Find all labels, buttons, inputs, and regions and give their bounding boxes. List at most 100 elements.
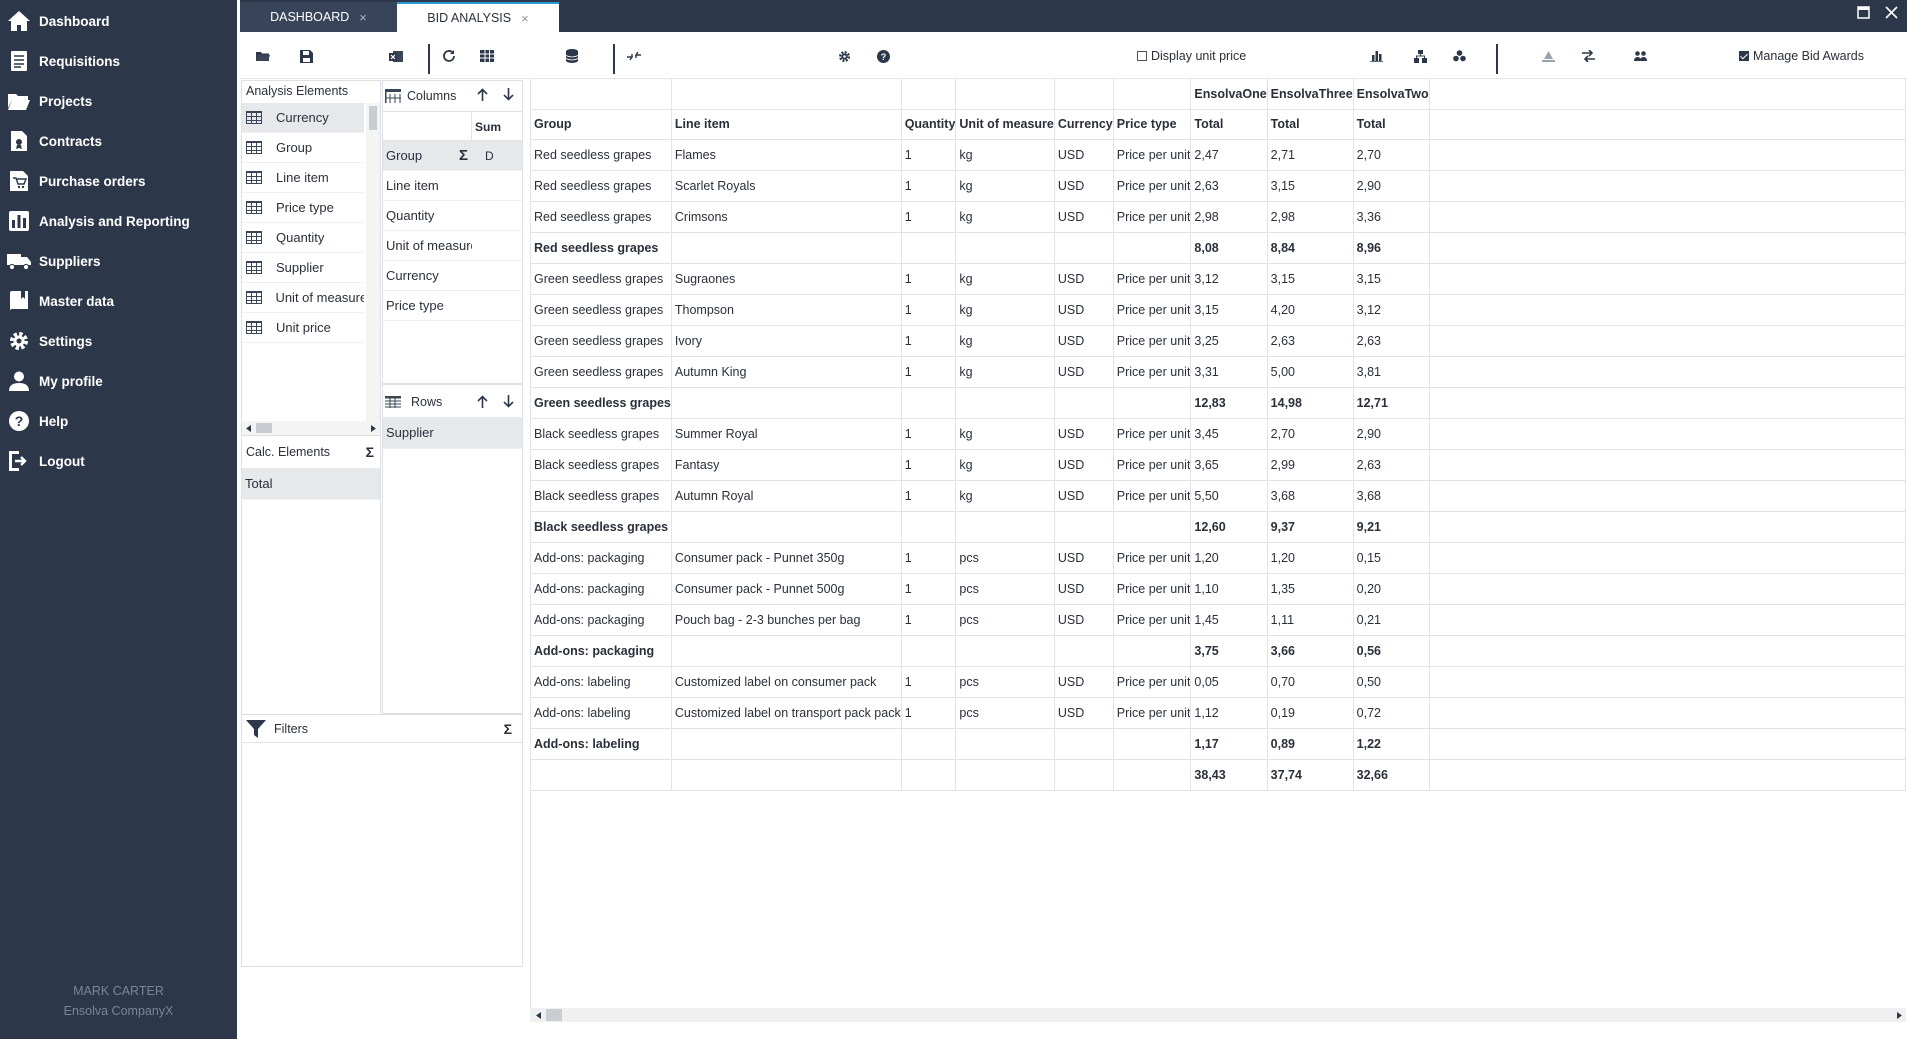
horizontal-scrollbar[interactable]	[242, 421, 380, 435]
sidebar-item-requisitions[interactable]: Requisitions	[0, 41, 237, 81]
rows-title: Rows	[411, 395, 443, 409]
table-row[interactable]: Add-ons: packaging Pouch bag - 2-3 bunche…	[531, 604, 1906, 636]
users-group-icon[interactable]	[1450, 47, 1468, 65]
sidebar-item-help[interactable]: ? Help	[0, 401, 237, 441]
table-row[interactable]: Green seedless grapes Thompson 1 kg USD Price…	[531, 294, 1906, 326]
display-unit-price-checkbox[interactable]: Display unit price	[1137, 49, 1246, 63]
sidebar-item-dashboard[interactable]: Dashboard	[0, 1, 237, 41]
table-row[interactable]: Add-ons: labeling Customized label on tra…	[531, 697, 1906, 729]
analysis-element-item[interactable]: Price type	[242, 193, 364, 223]
subtotal-row[interactable]: Red seedless grapes 8,08 8,84 8,96	[531, 232, 1906, 264]
compress-icon[interactable]	[625, 47, 643, 65]
sidebar-item-master-data[interactable]: Master data	[0, 281, 237, 321]
analysis-element-item[interactable]: Unit of measure	[242, 283, 364, 313]
sidebar-item-projects[interactable]: Projects	[0, 81, 237, 121]
analysis-element-item[interactable]: Line item	[242, 163, 364, 193]
sidebar-item-logout[interactable]: Logout	[0, 441, 237, 481]
help-icon[interactable]: ?	[874, 47, 892, 65]
contract-icon	[6, 129, 31, 154]
scroll-thumb[interactable]	[546, 1009, 562, 1021]
toolbar-divider	[613, 44, 615, 74]
sidebar-item-suppliers[interactable]: Suppliers	[0, 241, 237, 281]
sidebar-item-my-profile[interactable]: My profile	[0, 361, 237, 401]
sum-icon[interactable]: Σ	[503, 720, 512, 737]
database-icon[interactable]	[563, 47, 581, 65]
tab-label: BID ANALYSIS	[427, 11, 512, 25]
table-row[interactable]: Add-ons: labeling Customized label on con…	[531, 666, 1906, 698]
analysis-element-item[interactable]: Group	[242, 133, 364, 163]
close-window-icon[interactable]	[1885, 6, 1898, 23]
table-row[interactable]: Red seedless grapes Crimsons 1 kg USD Price p…	[531, 201, 1906, 233]
column-header-cell: Quantity	[901, 109, 957, 140]
close-icon[interactable]: ×	[359, 9, 367, 25]
column-item[interactable]: Group Σ D	[383, 141, 522, 171]
arrow-down-icon[interactable]	[503, 395, 514, 411]
scroll-left-icon[interactable]	[246, 425, 251, 432]
close-icon[interactable]: ×	[521, 10, 529, 26]
tab-dashboard[interactable]: DASHBOARD ×	[240, 2, 397, 32]
subtotal-row[interactable]: Add-ons: packaging 3,75 3,66 0,56	[531, 635, 1906, 667]
table-row[interactable]: Black seedless grapes Fantasy 1 kg USD Price …	[531, 449, 1906, 481]
gear-icon	[6, 329, 31, 354]
open-folder-icon[interactable]	[254, 47, 272, 65]
column-item[interactable]: Unit of measure	[383, 231, 522, 261]
analysis-element-item[interactable]: Supplier	[242, 253, 364, 283]
subtotal-row[interactable]: Black seedless grapes 12,60 9,37 9,21	[531, 511, 1906, 543]
scroll-thumb[interactable]	[369, 106, 377, 130]
sum-icon[interactable]: Σ	[459, 147, 469, 164]
scroll-left-icon[interactable]	[536, 1012, 541, 1019]
analysis-element-item[interactable]: Quantity	[242, 223, 364, 253]
table-cell	[901, 790, 956, 821]
arrow-up-icon[interactable]	[477, 395, 488, 411]
arrow-up-icon[interactable]	[477, 88, 488, 104]
calc-item-total[interactable]: Total	[242, 468, 380, 500]
hierarchy-icon[interactable]	[1411, 47, 1429, 65]
maximize-icon[interactable]	[1857, 6, 1870, 23]
save-icon[interactable]	[297, 47, 315, 65]
subtotal-row[interactable]: Green seedless grapes 12,83 14,98 12,71	[531, 387, 1906, 419]
checkbox-icon[interactable]	[1137, 51, 1147, 61]
table-view-icon[interactable]	[478, 47, 496, 65]
table-row[interactable]: Red seedless grapes Flames 1 kg USD Price per…	[531, 139, 1906, 171]
gear-icon[interactable]	[835, 47, 853, 65]
sidebar-item-contracts[interactable]: Contracts	[0, 121, 237, 161]
scroll-thumb[interactable]	[256, 423, 272, 433]
table-row[interactable]: Green seedless grapes Ivory 1 kg USD Price pe…	[531, 325, 1906, 357]
manage-bid-awards-checkbox[interactable]: Manage Bid Awards	[1739, 49, 1864, 63]
rows-item-supplier[interactable]: Supplier	[383, 417, 522, 449]
sidebar-item-analysis-and-reporting[interactable]: Analysis and Reporting	[0, 201, 237, 241]
refresh-icon[interactable]	[440, 47, 458, 65]
table-row[interactable]: Red seedless grapes Scarlet Royals 1 kg USD P…	[531, 170, 1906, 202]
table-row[interactable]: Add-ons: packaging Consumer pack - Punnet…	[531, 542, 1906, 574]
analysis-element-item[interactable]: Currency	[242, 103, 364, 133]
arrow-down-icon[interactable]	[503, 88, 514, 104]
sum-icon[interactable]: Σ	[365, 444, 374, 460]
checkbox-checked-icon[interactable]	[1739, 51, 1749, 61]
tab-bid-analysis[interactable]: BID ANALYSIS ×	[397, 2, 559, 32]
group-sort-flag[interactable]: D	[485, 149, 494, 163]
subtotal-cell: 8,08	[1190, 232, 1268, 264]
award-icon[interactable]	[1539, 47, 1557, 65]
subtotal-row[interactable]: Add-ons: labeling 1,17 0,89 1,22	[531, 728, 1906, 760]
table-row[interactable]: Black seedless grapes Autumn Royal 1 kg USD P…	[531, 480, 1906, 512]
vertical-scrollbar[interactable]	[366, 103, 380, 433]
grid-horizontal-scrollbar[interactable]	[530, 1008, 1906, 1022]
sidebar-item-purchase-orders[interactable]: Purchase orders	[0, 161, 237, 201]
column-item[interactable]: Quantity	[383, 201, 522, 231]
table-row[interactable]: Add-ons: packaging Consumer pack - Punnet…	[531, 573, 1906, 605]
scroll-right-icon[interactable]	[1897, 1012, 1902, 1019]
table-row[interactable]: Green seedless grapes Autumn King 1 kg USD Pr…	[531, 356, 1906, 388]
sidebar-item-settings[interactable]: Settings	[0, 321, 237, 361]
analysis-element-item[interactable]: Unit price	[242, 313, 364, 343]
excel-export-icon[interactable]	[387, 47, 405, 65]
transfer-icon[interactable]	[1579, 47, 1597, 65]
table-row[interactable]: Green seedless grapes Sugraones 1 kg USD Pric…	[531, 263, 1906, 295]
table-row[interactable]: Black seedless grapes Summer Royal 1 kg USD P…	[531, 418, 1906, 450]
column-item[interactable]: Price type	[383, 291, 522, 321]
column-item[interactable]: Line item	[383, 171, 522, 201]
team-icon[interactable]	[1631, 47, 1649, 65]
bar-chart-icon[interactable]	[1367, 47, 1385, 65]
column-item[interactable]: Currency	[383, 261, 522, 291]
subtotal-row[interactable]: 38,43 37,74 32,66	[531, 759, 1906, 791]
scroll-right-icon[interactable]	[371, 425, 376, 432]
